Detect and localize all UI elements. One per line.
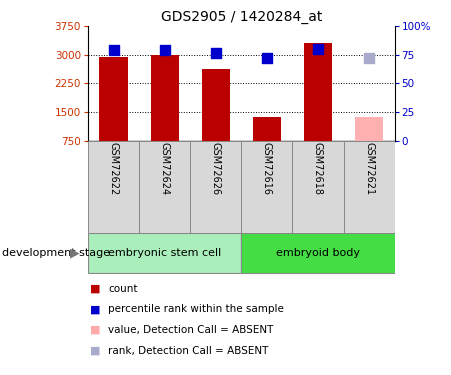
Text: ▶: ▶: [69, 247, 79, 259]
Bar: [253, 117, 281, 141]
Text: GSM72624: GSM72624: [160, 142, 170, 196]
Bar: [88, 141, 139, 232]
Text: ■: ■: [90, 346, 101, 355]
Bar: [190, 141, 241, 232]
Bar: [355, 117, 383, 141]
Bar: [151, 55, 179, 141]
Bar: [344, 141, 395, 232]
Text: value, Detection Call = ABSENT: value, Detection Call = ABSENT: [108, 325, 274, 335]
Bar: [241, 233, 395, 273]
Text: development stage: development stage: [2, 248, 110, 258]
Bar: [202, 69, 230, 141]
Bar: [139, 141, 190, 232]
Text: ■: ■: [90, 304, 101, 314]
Point: [314, 46, 322, 52]
Bar: [241, 141, 292, 232]
Point: [110, 47, 117, 53]
Point: [212, 50, 219, 55]
Bar: [88, 233, 241, 273]
Text: rank, Detection Call = ABSENT: rank, Detection Call = ABSENT: [108, 346, 269, 355]
Point: [161, 47, 168, 53]
Bar: [99, 57, 128, 141]
Text: embryoid body: embryoid body: [276, 248, 360, 258]
Text: ■: ■: [90, 325, 101, 335]
Text: GSM72621: GSM72621: [364, 142, 374, 196]
Text: embryonic stem cell: embryonic stem cell: [108, 248, 221, 258]
Text: GSM72618: GSM72618: [313, 142, 323, 195]
Bar: [292, 141, 344, 232]
Text: GSM72616: GSM72616: [262, 142, 272, 195]
Title: GDS2905 / 1420284_at: GDS2905 / 1420284_at: [161, 10, 322, 24]
Text: percentile rank within the sample: percentile rank within the sample: [108, 304, 284, 314]
Text: count: count: [108, 284, 138, 294]
Bar: [304, 43, 332, 141]
Text: GSM72622: GSM72622: [109, 142, 119, 196]
Text: ■: ■: [90, 284, 101, 294]
Text: GSM72626: GSM72626: [211, 142, 221, 196]
Point: [263, 55, 271, 61]
Point: [365, 55, 373, 61]
